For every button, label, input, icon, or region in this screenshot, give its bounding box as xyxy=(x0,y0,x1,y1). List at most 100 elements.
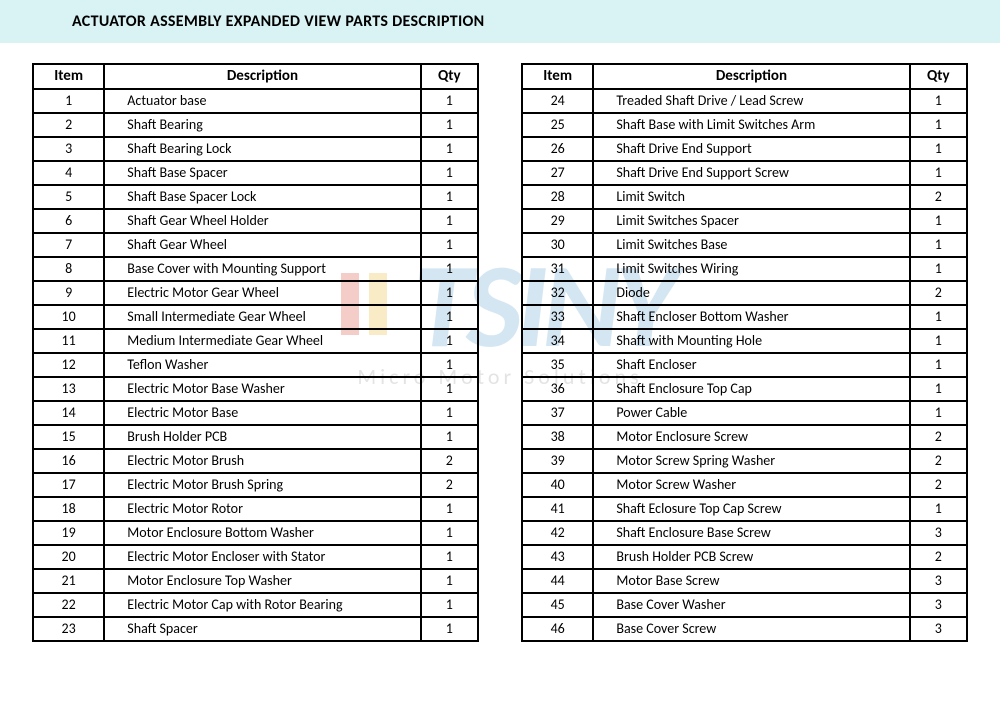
cell-item: 35 xyxy=(522,353,593,377)
cell-description: Electric Motor Brush xyxy=(104,449,420,473)
cell-description: Limit Switches Spacer xyxy=(593,209,909,233)
cell-qty: 1 xyxy=(910,257,967,281)
table-row: 26Shaft Drive End Support1 xyxy=(522,137,967,161)
cell-description: Electric Motor Base Washer xyxy=(104,377,420,401)
table-row: 35Shaft Encloser1 xyxy=(522,353,967,377)
cell-description: Actuator base xyxy=(104,89,420,113)
cell-item: 40 xyxy=(522,473,593,497)
cell-item: 33 xyxy=(522,305,593,329)
table-row: 15Brush Holder PCB1 xyxy=(33,425,478,449)
cell-description: Brush Holder PCB Screw xyxy=(593,545,909,569)
cell-description: Limit Switch xyxy=(593,185,909,209)
page-title: ACTUATOR ASSEMBLY EXPANDED VIEW PARTS DE… xyxy=(0,0,1000,43)
cell-description: Shaft Encloser Bottom Washer xyxy=(593,305,909,329)
cell-item: 29 xyxy=(522,209,593,233)
cell-qty: 1 xyxy=(421,89,478,113)
table-row: 7Shaft Gear Wheel1 xyxy=(33,233,478,257)
header-item: Item xyxy=(33,64,104,89)
parts-table-left: Item Description Qty 1Actuator base12Sha… xyxy=(32,63,479,642)
cell-description: Electric Motor Encloser with Stator xyxy=(104,545,420,569)
cell-description: Shaft Gear Wheel Holder xyxy=(104,209,420,233)
cell-item: 4 xyxy=(33,161,104,185)
cell-item: 17 xyxy=(33,473,104,497)
cell-item: 13 xyxy=(33,377,104,401)
cell-qty: 1 xyxy=(910,89,967,113)
cell-description: Motor Enclosure Bottom Washer xyxy=(104,521,420,545)
cell-qty: 2 xyxy=(910,545,967,569)
cell-item: 34 xyxy=(522,329,593,353)
cell-item: 46 xyxy=(522,617,593,641)
table-row: 5Shaft Base Spacer Lock1 xyxy=(33,185,478,209)
cell-qty: 1 xyxy=(421,569,478,593)
cell-qty: 1 xyxy=(421,425,478,449)
cell-description: Electric Motor Gear Wheel xyxy=(104,281,420,305)
cell-item: 11 xyxy=(33,329,104,353)
cell-qty: 1 xyxy=(421,521,478,545)
table-row: 9Electric Motor Gear Wheel1 xyxy=(33,281,478,305)
table-row: 46Base Cover Screw3 xyxy=(522,617,967,641)
cell-description: Motor Screw Spring Washer xyxy=(593,449,909,473)
cell-item: 12 xyxy=(33,353,104,377)
cell-item: 42 xyxy=(522,521,593,545)
table-row: 29Limit Switches Spacer1 xyxy=(522,209,967,233)
cell-description: Shaft Drive End Support Screw xyxy=(593,161,909,185)
table-row: 4Shaft Base Spacer1 xyxy=(33,161,478,185)
header-description: Description xyxy=(593,64,909,89)
cell-item: 6 xyxy=(33,209,104,233)
cell-description: Shaft Spacer xyxy=(104,617,420,641)
cell-qty: 1 xyxy=(421,377,478,401)
table-row: 16Electric Motor Brush2 xyxy=(33,449,478,473)
cell-description: Shaft Gear Wheel xyxy=(104,233,420,257)
cell-item: 26 xyxy=(522,137,593,161)
cell-qty: 1 xyxy=(421,233,478,257)
cell-item: 10 xyxy=(33,305,104,329)
table-row: 2Shaft Bearing1 xyxy=(33,113,478,137)
cell-item: 38 xyxy=(522,425,593,449)
cell-item: 27 xyxy=(522,161,593,185)
cell-description: Limit Switches Wiring xyxy=(593,257,909,281)
cell-item: 24 xyxy=(522,89,593,113)
table-row: 3Shaft Bearing Lock1 xyxy=(33,137,478,161)
cell-description: Shaft Base Spacer xyxy=(104,161,420,185)
cell-qty: 1 xyxy=(421,545,478,569)
table-row: 33Shaft Encloser Bottom Washer1 xyxy=(522,305,967,329)
table-row: 10Small Intermediate Gear Wheel1 xyxy=(33,305,478,329)
table-row: 6Shaft Gear Wheel Holder1 xyxy=(33,209,478,233)
cell-qty: 2 xyxy=(910,449,967,473)
table-header-row: Item Description Qty xyxy=(522,64,967,89)
cell-item: 15 xyxy=(33,425,104,449)
cell-item: 8 xyxy=(33,257,104,281)
cell-description: Base Cover with Mounting Support xyxy=(104,257,420,281)
table-row: 23Shaft Spacer1 xyxy=(33,617,478,641)
cell-item: 7 xyxy=(33,233,104,257)
cell-item: 16 xyxy=(33,449,104,473)
table-row: 41Shaft Eclosure Top Cap Screw1 xyxy=(522,497,967,521)
cell-qty: 1 xyxy=(421,281,478,305)
cell-qty: 1 xyxy=(421,209,478,233)
cell-description: Shaft Bearing xyxy=(104,113,420,137)
cell-qty: 1 xyxy=(910,113,967,137)
cell-qty: 3 xyxy=(910,617,967,641)
cell-item: 32 xyxy=(522,281,593,305)
table-row: 44Motor Base Screw3 xyxy=(522,569,967,593)
cell-item: 19 xyxy=(33,521,104,545)
table-row: 39Motor Screw Spring Washer2 xyxy=(522,449,967,473)
table-row: 37Power Cable1 xyxy=(522,401,967,425)
cell-description: Shaft Base with Limit Switches Arm xyxy=(593,113,909,137)
cell-item: 39 xyxy=(522,449,593,473)
cell-description: Shaft Eclosure Top Cap Screw xyxy=(593,497,909,521)
table-row: 14Electric Motor Base1 xyxy=(33,401,478,425)
cell-qty: 1 xyxy=(910,137,967,161)
cell-description: Motor Enclosure Top Washer xyxy=(104,569,420,593)
cell-qty: 1 xyxy=(421,401,478,425)
table-row: 45Base Cover Washer3 xyxy=(522,593,967,617)
cell-description: Electric Motor Rotor xyxy=(104,497,420,521)
cell-qty: 3 xyxy=(910,593,967,617)
cell-item: 36 xyxy=(522,377,593,401)
table-row: 42Shaft Enclosure Base Screw3 xyxy=(522,521,967,545)
cell-item: 37 xyxy=(522,401,593,425)
cell-description: Base Cover Washer xyxy=(593,593,909,617)
cell-item: 23 xyxy=(33,617,104,641)
cell-qty: 1 xyxy=(421,161,478,185)
cell-qty: 2 xyxy=(910,425,967,449)
